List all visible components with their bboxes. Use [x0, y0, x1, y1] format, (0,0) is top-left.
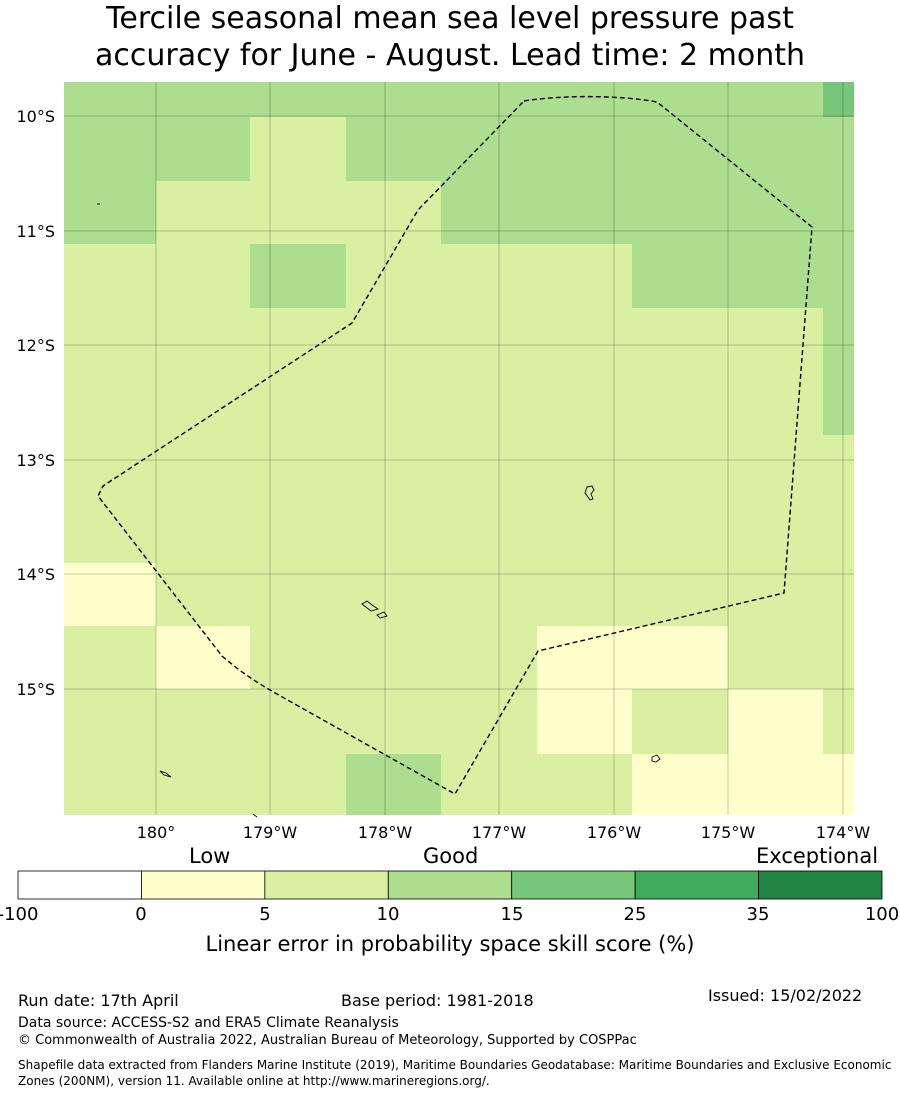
colorbar-segment: [758, 870, 883, 900]
islands: [97, 203, 661, 818]
lon-label: 174°W: [816, 823, 871, 842]
lat-label: 15°S: [16, 680, 55, 699]
colorbar-tick: 0: [135, 904, 146, 925]
lon-axis: 180° 179°W 178°W 177°W 176°W 175°W 174°W: [137, 823, 871, 842]
lat-label: 14°S: [16, 565, 55, 584]
island-swains: [584, 485, 595, 501]
lon-label: 175°W: [701, 823, 756, 842]
colorbar-tick: 100: [865, 904, 899, 925]
issued-date: Issued: 15/02/2022: [708, 986, 863, 1005]
lon-label: 179°W: [243, 823, 298, 842]
data-source: Data source: ACCESS-S2 and ERA5 Climate …: [18, 1015, 399, 1031]
colorbar-ticks: -100 0 5 10 15 25 35 100: [0, 904, 899, 925]
colorbar-segment: [387, 870, 513, 900]
eez-boundary: [97, 95, 813, 795]
title-line-2: accuracy for June - August. Lead time: 2…: [95, 38, 805, 73]
island-rose: [651, 754, 661, 763]
category-good: Good: [423, 844, 479, 868]
copyright: © Commonwealth of Australia 2022, Austra…: [18, 1033, 637, 1048]
title-line-1: Tercile seasonal mean sea level pressure…: [106, 1, 794, 36]
colorbar-segment: [634, 870, 759, 900]
graticule: [64, 82, 854, 815]
island-tutuila-west: [361, 600, 380, 612]
lat-label: 10°S: [16, 107, 55, 126]
lat-axis: 10°S 11°S 12°S 13°S 14°S 15°S: [16, 107, 55, 699]
colorbar-segment: [141, 870, 266, 900]
colorbar-tick: 15: [501, 904, 524, 925]
shapefile-credit: Shapefile data extracted from Flanders M…: [18, 1058, 892, 1088]
run-date: Run date: 17th April: [18, 991, 179, 1010]
island-west: [159, 770, 172, 778]
lat-label: 13°S: [16, 451, 55, 470]
colorbar-segment: [17, 870, 142, 900]
map-title: Tercile seasonal mean sea level pressure…: [0, 0, 900, 74]
lon-label: 176°W: [587, 823, 642, 842]
colorbar-segment: [264, 870, 389, 900]
category-exceptional: Exceptional: [756, 844, 879, 868]
lon-label: 180°: [137, 823, 176, 842]
skill-grid: [64, 82, 854, 815]
colorbar-tick: 10: [377, 904, 400, 925]
lon-label: 178°W: [358, 823, 413, 842]
colorbar-segment: [511, 870, 636, 900]
colorbar-tick: 35: [747, 904, 770, 925]
colorbar-tick: 25: [624, 904, 647, 925]
lon-label: 177°W: [472, 823, 527, 842]
base-period: Base period: 1981-2018: [341, 991, 534, 1010]
colorbar-label: Linear error in probability space skill …: [205, 932, 695, 956]
lat-label: 12°S: [16, 336, 55, 355]
category-low: Low: [189, 844, 231, 868]
lat-label: 11°S: [16, 222, 55, 241]
island-tutuila-east: [376, 611, 388, 619]
colorbar: [17, 870, 883, 900]
colorbar-tick: -100: [0, 904, 38, 925]
colorbar-tick: 5: [259, 904, 270, 925]
